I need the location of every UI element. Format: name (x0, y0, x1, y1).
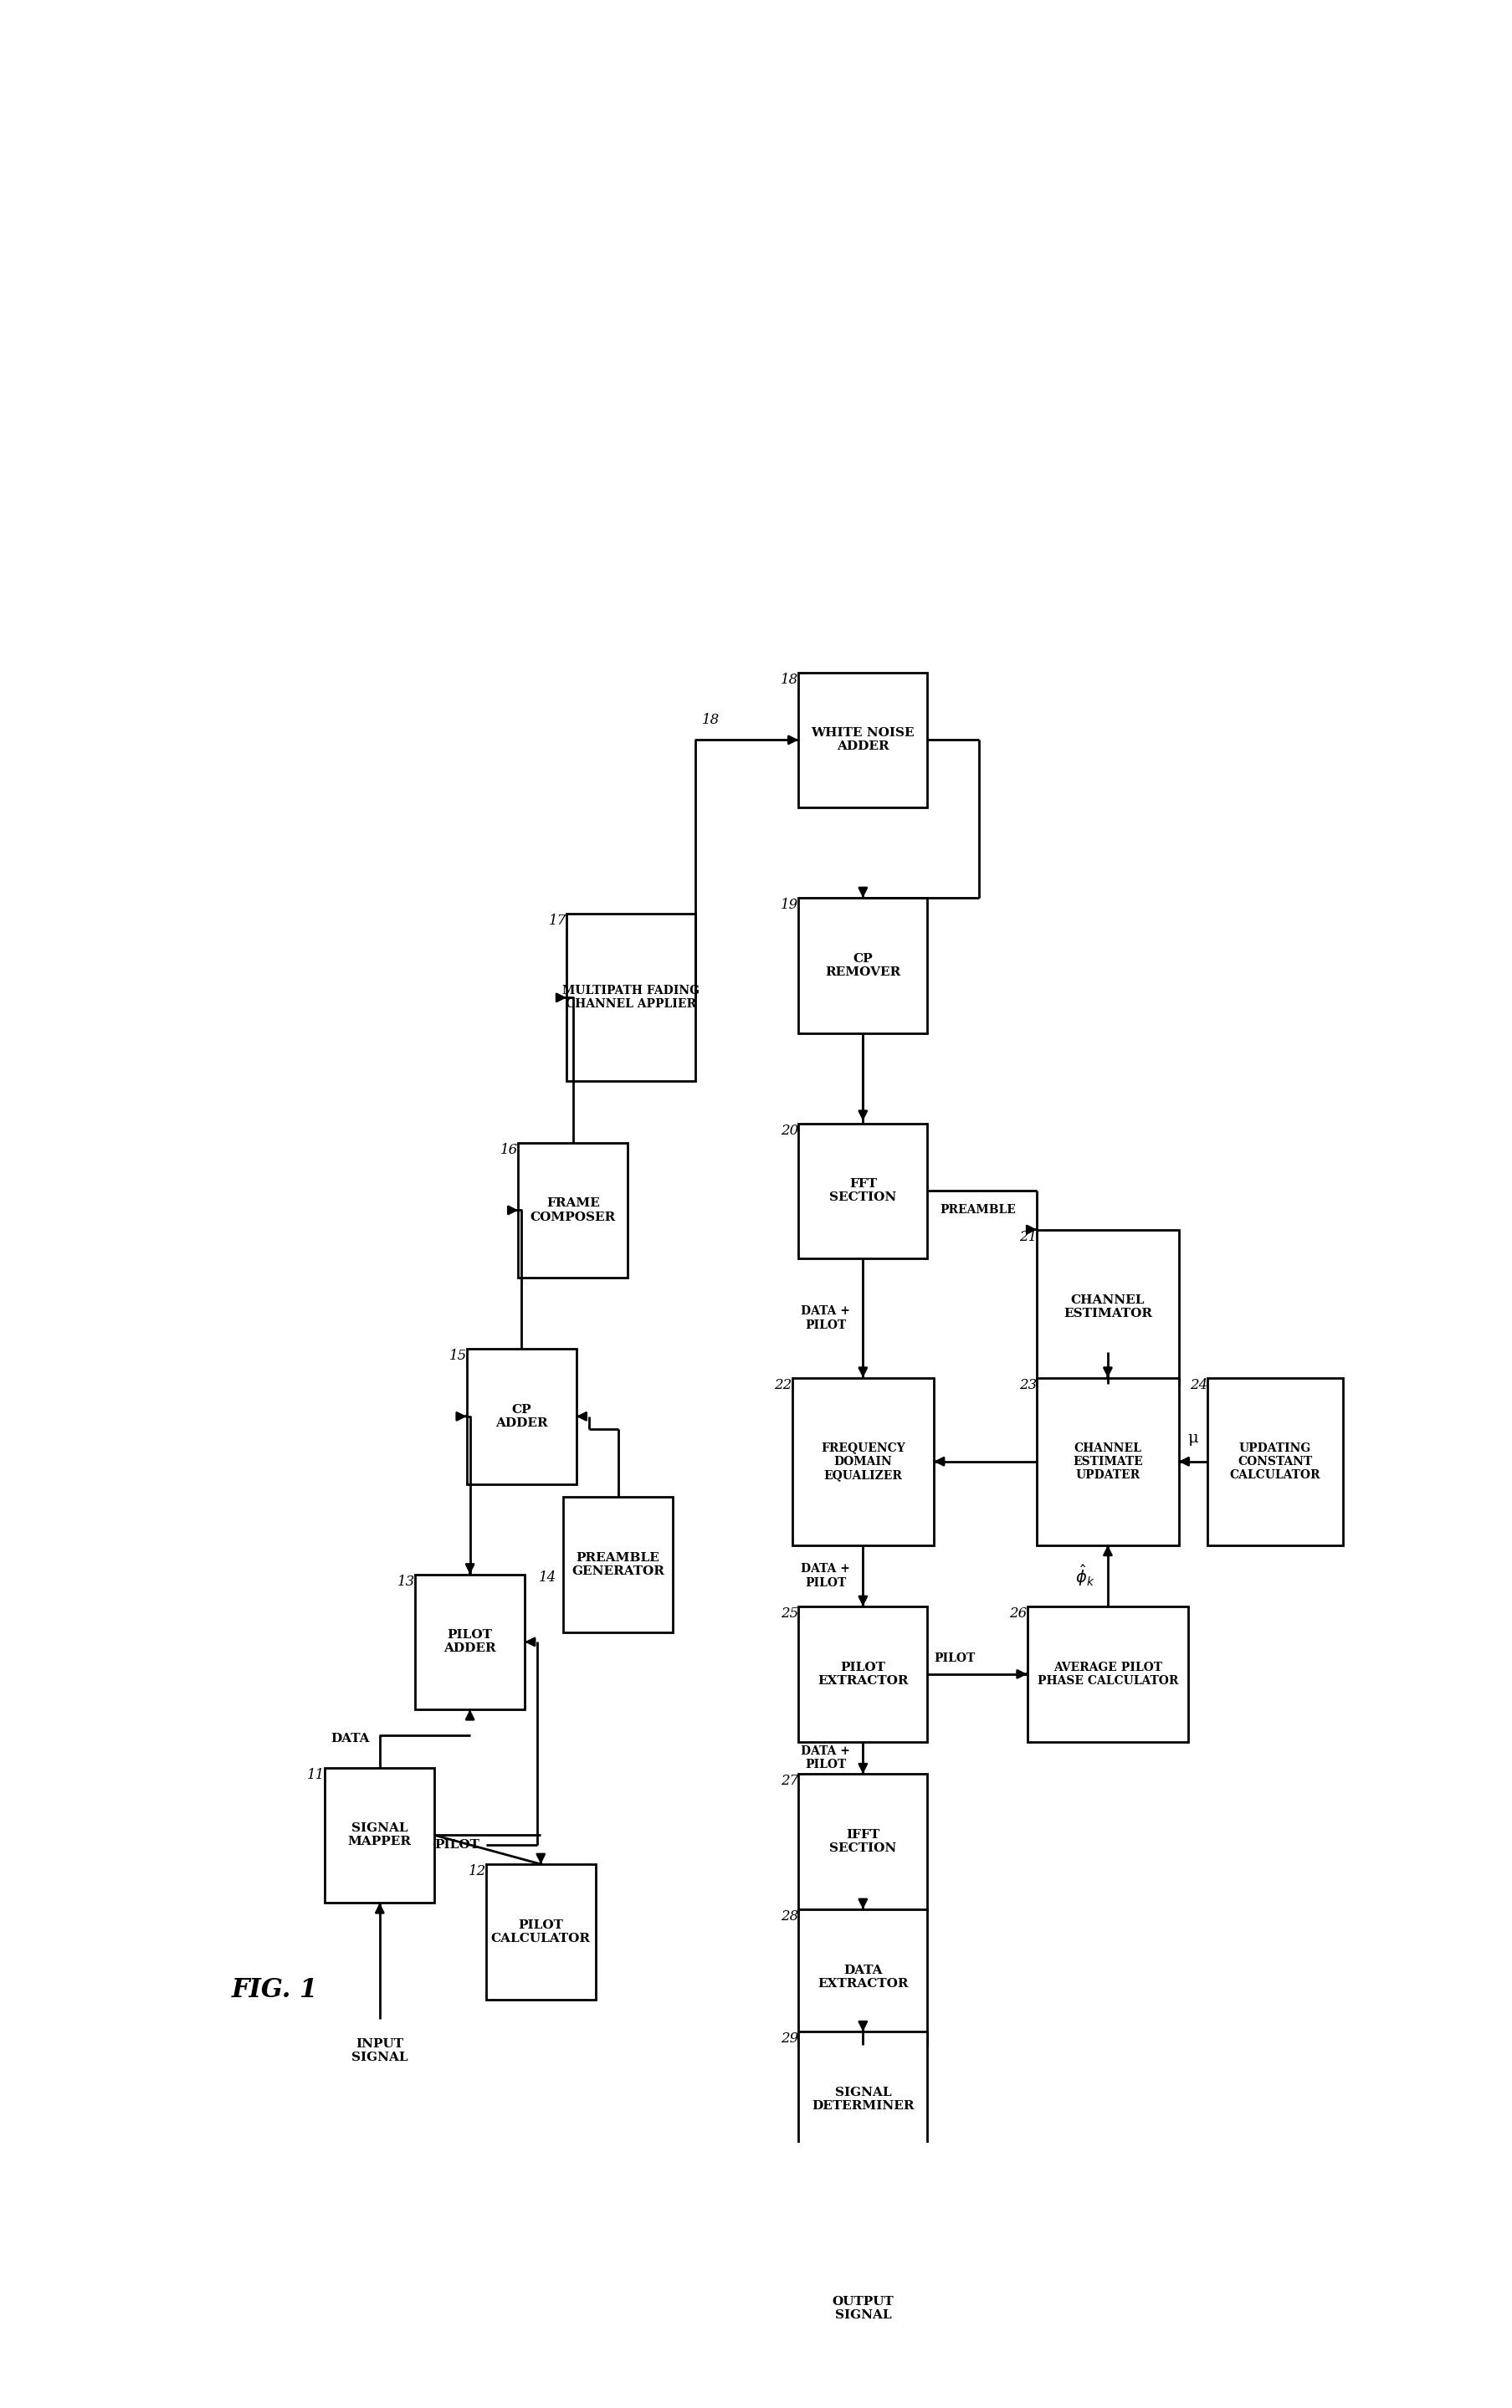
Text: 18: 18 (780, 672, 798, 686)
Text: INPUT
SIGNAL: INPUT SIGNAL (351, 2037, 408, 2064)
Text: PILOT
ADDER: PILOT ADDER (443, 1630, 496, 1654)
Bar (1036, 1230, 1178, 1385)
Text: FREQUENCY
DOMAIN
EQUALIZER: FREQUENCY DOMAIN EQUALIZER (821, 1442, 904, 1481)
Text: DATA +
PILOT: DATA + PILOT (800, 1563, 850, 1589)
Text: 25: 25 (780, 1606, 798, 1621)
Text: PILOT: PILOT (434, 1840, 479, 1852)
Bar (414, 1575, 525, 1710)
Bar (485, 1864, 596, 1999)
Text: μ: μ (1187, 1430, 1198, 1445)
Bar (325, 1767, 434, 1902)
Text: 16: 16 (500, 1141, 519, 1156)
Text: FFT
SECTION: FFT SECTION (829, 1178, 897, 1204)
Text: 26: 26 (1009, 1606, 1027, 1621)
Text: 21: 21 (1019, 1230, 1036, 1245)
Bar (798, 2032, 927, 2167)
Bar (792, 1377, 933, 1546)
Text: 28: 28 (780, 1910, 798, 1924)
Text: UPDATING
CONSTANT
CALCULATOR: UPDATING CONSTANT CALCULATOR (1229, 1442, 1320, 1481)
Bar (1207, 1377, 1343, 1546)
Text: SIGNAL
DETERMINER: SIGNAL DETERMINER (812, 2088, 913, 2112)
Text: 27: 27 (780, 1775, 798, 1789)
Text: DATA +
PILOT: DATA + PILOT (800, 1305, 850, 1332)
Bar (798, 1606, 927, 1741)
Bar (467, 1348, 576, 1483)
Bar (798, 1122, 927, 1259)
Text: 23: 23 (1019, 1377, 1036, 1392)
Text: DATA: DATA (331, 1734, 370, 1743)
Text: CHANNEL
ESTIMATE
UPDATER: CHANNEL ESTIMATE UPDATER (1072, 1442, 1142, 1481)
Text: PILOT
EXTRACTOR: PILOT EXTRACTOR (816, 1662, 907, 1686)
Text: WHITE NOISE
ADDER: WHITE NOISE ADDER (810, 727, 915, 754)
Text: 14: 14 (538, 1570, 556, 1584)
Bar (1036, 1377, 1178, 1546)
Text: 13: 13 (398, 1575, 414, 1589)
Text: DATA
EXTRACTOR: DATA EXTRACTOR (816, 1965, 907, 1989)
Bar (519, 1141, 627, 1279)
Text: MULTIPATH FADING
CHANNEL APPLIER: MULTIPATH FADING CHANNEL APPLIER (562, 985, 699, 1011)
Text: 17: 17 (549, 915, 567, 927)
Bar (798, 1910, 927, 2044)
Bar (798, 672, 927, 807)
Text: 24: 24 (1190, 1377, 1207, 1392)
Text: $\hat{\phi}_k$: $\hat{\phi}_k$ (1075, 1563, 1095, 1589)
Text: PILOT
CALCULATOR: PILOT CALCULATOR (491, 1919, 590, 1943)
Text: PILOT: PILOT (933, 1652, 975, 1664)
Bar (1027, 1606, 1187, 1741)
Text: AVERAGE PILOT
PHASE CALCULATOR: AVERAGE PILOT PHASE CALCULATOR (1037, 1662, 1178, 1686)
Text: 29: 29 (780, 2032, 798, 2047)
Text: CHANNEL
ESTIMATOR: CHANNEL ESTIMATOR (1063, 1293, 1152, 1320)
Text: CP
REMOVER: CP REMOVER (824, 954, 900, 978)
Bar (798, 898, 927, 1033)
Bar (562, 1498, 673, 1633)
Text: OUTPUT
SIGNAL: OUTPUT SIGNAL (832, 2295, 894, 2321)
Text: 20: 20 (780, 1122, 798, 1137)
Text: PREAMBLE
GENERATOR: PREAMBLE GENERATOR (572, 1551, 664, 1577)
Text: SIGNAL
MAPPER: SIGNAL MAPPER (348, 1823, 411, 1847)
Text: 11: 11 (307, 1767, 325, 1782)
Text: 22: 22 (774, 1377, 792, 1392)
Text: 12: 12 (469, 1864, 485, 1878)
Bar (567, 915, 696, 1081)
Text: FIG. 1: FIG. 1 (231, 1977, 318, 2003)
Text: 18: 18 (702, 713, 720, 727)
Text: 19: 19 (780, 898, 798, 913)
Bar (798, 1775, 927, 1910)
Text: DATA +
PILOT: DATA + PILOT (800, 1746, 850, 1770)
Text: 15: 15 (449, 1348, 467, 1363)
Text: FRAME
COMPOSER: FRAME COMPOSER (529, 1197, 615, 1223)
Text: PREAMBLE: PREAMBLE (940, 1204, 1016, 1216)
Text: CP
ADDER: CP ADDER (494, 1404, 547, 1428)
Text: IFFT
SECTION: IFFT SECTION (829, 1830, 897, 1854)
